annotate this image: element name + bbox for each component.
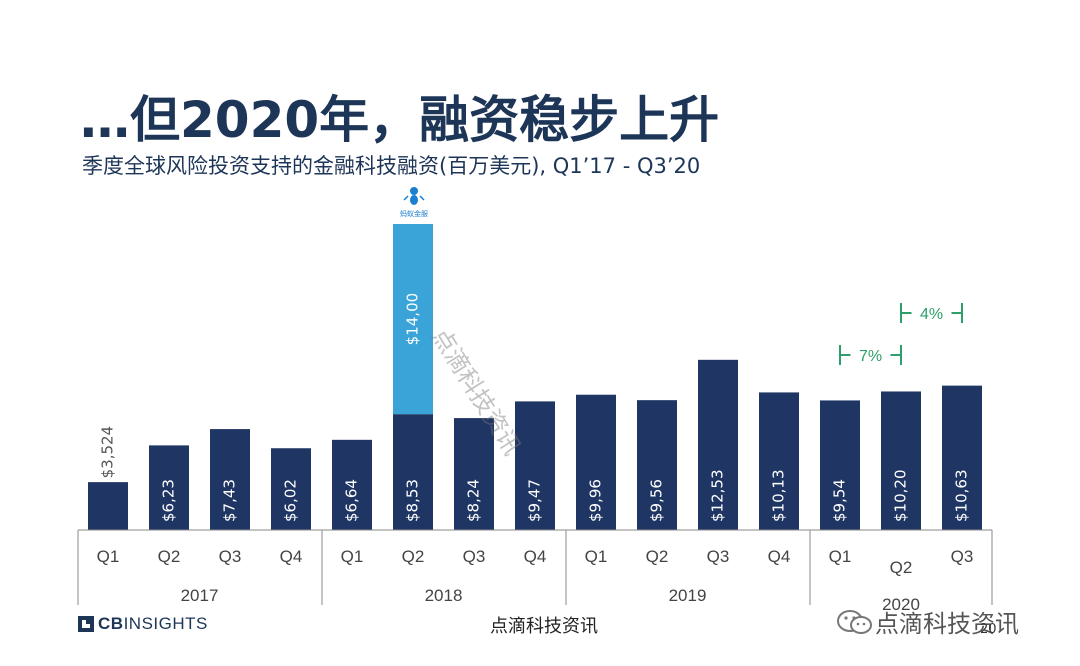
bar-value-label: $10,13 <box>770 470 788 523</box>
quarter-tick-label: Q4 <box>280 547 303 566</box>
bar-value-label: $10,20 <box>892 470 910 523</box>
quarter-tick-label: Q1 <box>585 547 608 566</box>
quarter-tick-label: Q1 <box>829 547 852 566</box>
quarter-tick-label: Q3 <box>219 547 242 566</box>
cbinsights-mark-icon <box>78 616 94 632</box>
bar-2017-q2 <box>149 445 189 530</box>
quarter-tick-label: Q2 <box>402 547 425 566</box>
bar-2019-q2 <box>637 400 677 530</box>
bar-value-label: $6,23 <box>160 479 178 522</box>
bar-value-label: $3,524 <box>99 426 117 479</box>
quarter-tick-label: Q3 <box>707 547 730 566</box>
growth-percent-label: 7% <box>859 348 882 365</box>
ant-logo-text: 蚂蚁金服 <box>400 210 428 218</box>
wechat-label: 点滴科技资讯 <box>875 610 1019 638</box>
page-subtitle: 季度全球风险投资支持的金融科技融资(百万美元), Q1’17 - Q3’20 <box>82 154 701 178</box>
bar-extra-label: $14,00 <box>404 293 422 346</box>
logo-text: INSIGHTS <box>123 614 208 633</box>
bar-value-label: $6,64 <box>343 479 361 522</box>
wechat-watermark: 点滴科技资讯 <box>835 604 1019 639</box>
bar-value-label: $7,43 <box>221 479 239 522</box>
bar-extra-2018-q2 <box>393 224 433 415</box>
bar-2018-q4 <box>515 401 555 530</box>
year-label: 2020 <box>882 595 920 614</box>
ant-financial-logo: 蚂蚁金服 <box>394 186 434 218</box>
bar-2019-q3 <box>698 359 738 530</box>
bar-2017-q1 <box>88 482 128 530</box>
logo-bold-text: CB <box>98 614 124 633</box>
year-label: 2019 <box>669 586 707 605</box>
year-label: 2018 <box>425 586 463 605</box>
bar-value-label: $9,96 <box>587 479 605 522</box>
year-label: 2017 <box>181 586 219 605</box>
bar-2020-q3 <box>942 385 982 530</box>
quarter-tick-label: Q4 <box>768 547 791 566</box>
quarter-tick-label: Q3 <box>463 547 486 566</box>
bar-value-label: $10,63 <box>953 470 971 523</box>
bar-value-label: $8,53 <box>404 479 422 522</box>
wechat-icon <box>837 609 872 634</box>
bar-2018-q3 <box>454 418 494 530</box>
bar-value-label: $9,56 <box>648 479 666 522</box>
bar-2018-q2 <box>393 414 433 530</box>
bar-value-label: $6,02 <box>282 479 300 522</box>
bar-value-label: $9,54 <box>831 479 849 522</box>
cbinsights-logo: CB INSIGHTS <box>78 614 208 634</box>
page-title: …但2020年，融资稳步上升 <box>80 91 720 149</box>
bar-value-label: $8,24 <box>465 479 483 522</box>
bar-value-label: $12,53 <box>709 470 727 523</box>
quarter-tick-label: Q3 <box>951 547 974 566</box>
bar-2020-q1 <box>820 400 860 530</box>
page-number: 20 <box>980 622 997 637</box>
bar-2019-q1 <box>576 394 616 530</box>
bar-2018-q1 <box>332 439 372 530</box>
bar-2020-q2 <box>881 391 921 530</box>
bar-2019-q4 <box>759 392 799 530</box>
quarter-tick-label: Q2 <box>646 547 669 566</box>
ant-icon <box>403 187 425 205</box>
quarter-tick-label: Q1 <box>341 547 364 566</box>
quarter-tick-label: Q2 <box>158 547 181 566</box>
bar-2017-q3 <box>210 429 250 530</box>
footer-source: 点滴科技资讯 <box>490 616 598 637</box>
quarter-tick-label: Q1 <box>97 547 120 566</box>
quarter-tick-label: Q4 <box>524 547 547 566</box>
bar-2017-q4 <box>271 448 311 530</box>
growth-percent-label: 4% <box>920 306 943 323</box>
quarter-tick-label: Q2 <box>890 558 913 577</box>
bar-value-label: $9,47 <box>526 479 544 522</box>
